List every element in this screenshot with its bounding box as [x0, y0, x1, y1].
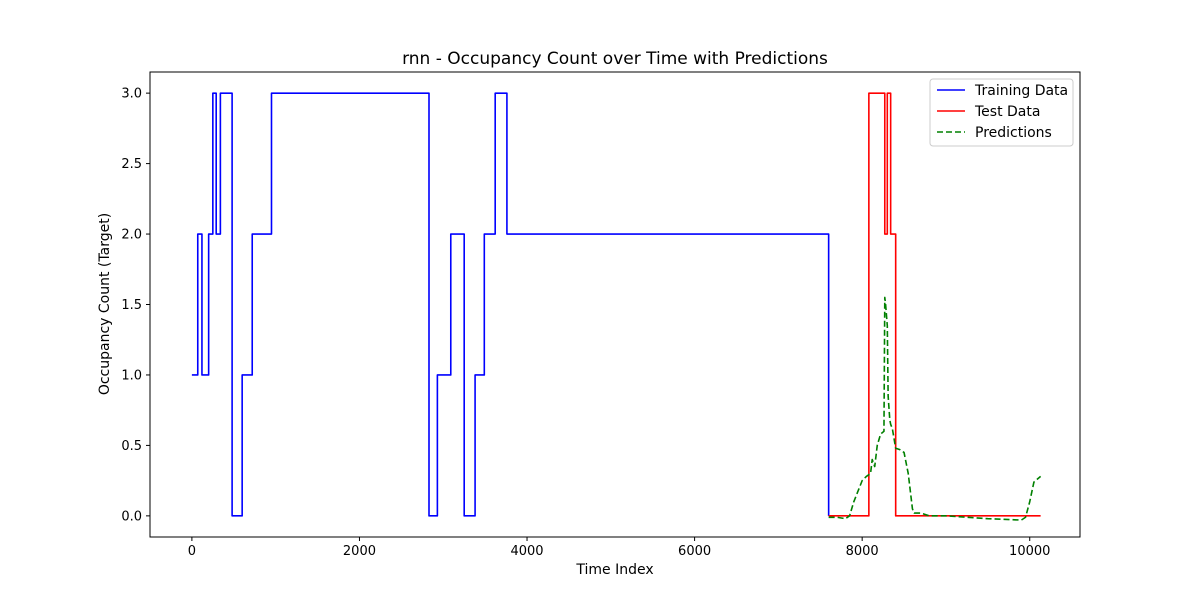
series-layer	[191, 92, 1042, 521]
legend-label: Training Data	[974, 83, 1068, 99]
x-axis-ticks: 0 2000 4000 6000 8000 10000	[188, 537, 1050, 559]
x-tick-label: 10000	[1009, 544, 1050, 559]
legend-label: Test Data	[974, 104, 1040, 120]
y-axis-label: Occupancy Count (Target)	[97, 213, 113, 395]
y-tick-label: 0.5	[121, 439, 142, 454]
legend-box	[929, 78, 1074, 147]
x-axis-label: Time Index	[575, 562, 653, 578]
series-line-training-data	[191, 92, 830, 517]
chart-title: rnn - Occupancy Count over Time with Pre…	[402, 49, 828, 69]
x-tick-label: 8000	[846, 544, 879, 559]
x-tick-label: 0	[188, 544, 196, 559]
y-tick-label: 3.0	[121, 87, 142, 102]
series-line-test-data	[828, 92, 1041, 517]
x-tick-label: 4000	[510, 544, 543, 559]
legend-label: Predictions	[975, 125, 1052, 141]
y-tick-label: 1.5	[121, 298, 142, 313]
legend: Training Data Test Data Predictions	[929, 78, 1074, 147]
y-axis-ticks: 0.0 0.5 1.0 1.5 2.0 2.5 3.0	[121, 87, 150, 524]
series-line-predictions	[828, 296, 1042, 521]
y-tick-label: 0.0	[121, 509, 142, 524]
y-tick-label: 2.5	[121, 157, 142, 172]
y-tick-label: 1.0	[121, 368, 142, 383]
y-tick-label: 2.0	[121, 228, 142, 243]
x-tick-label: 2000	[343, 544, 376, 559]
x-tick-label: 6000	[678, 544, 711, 559]
